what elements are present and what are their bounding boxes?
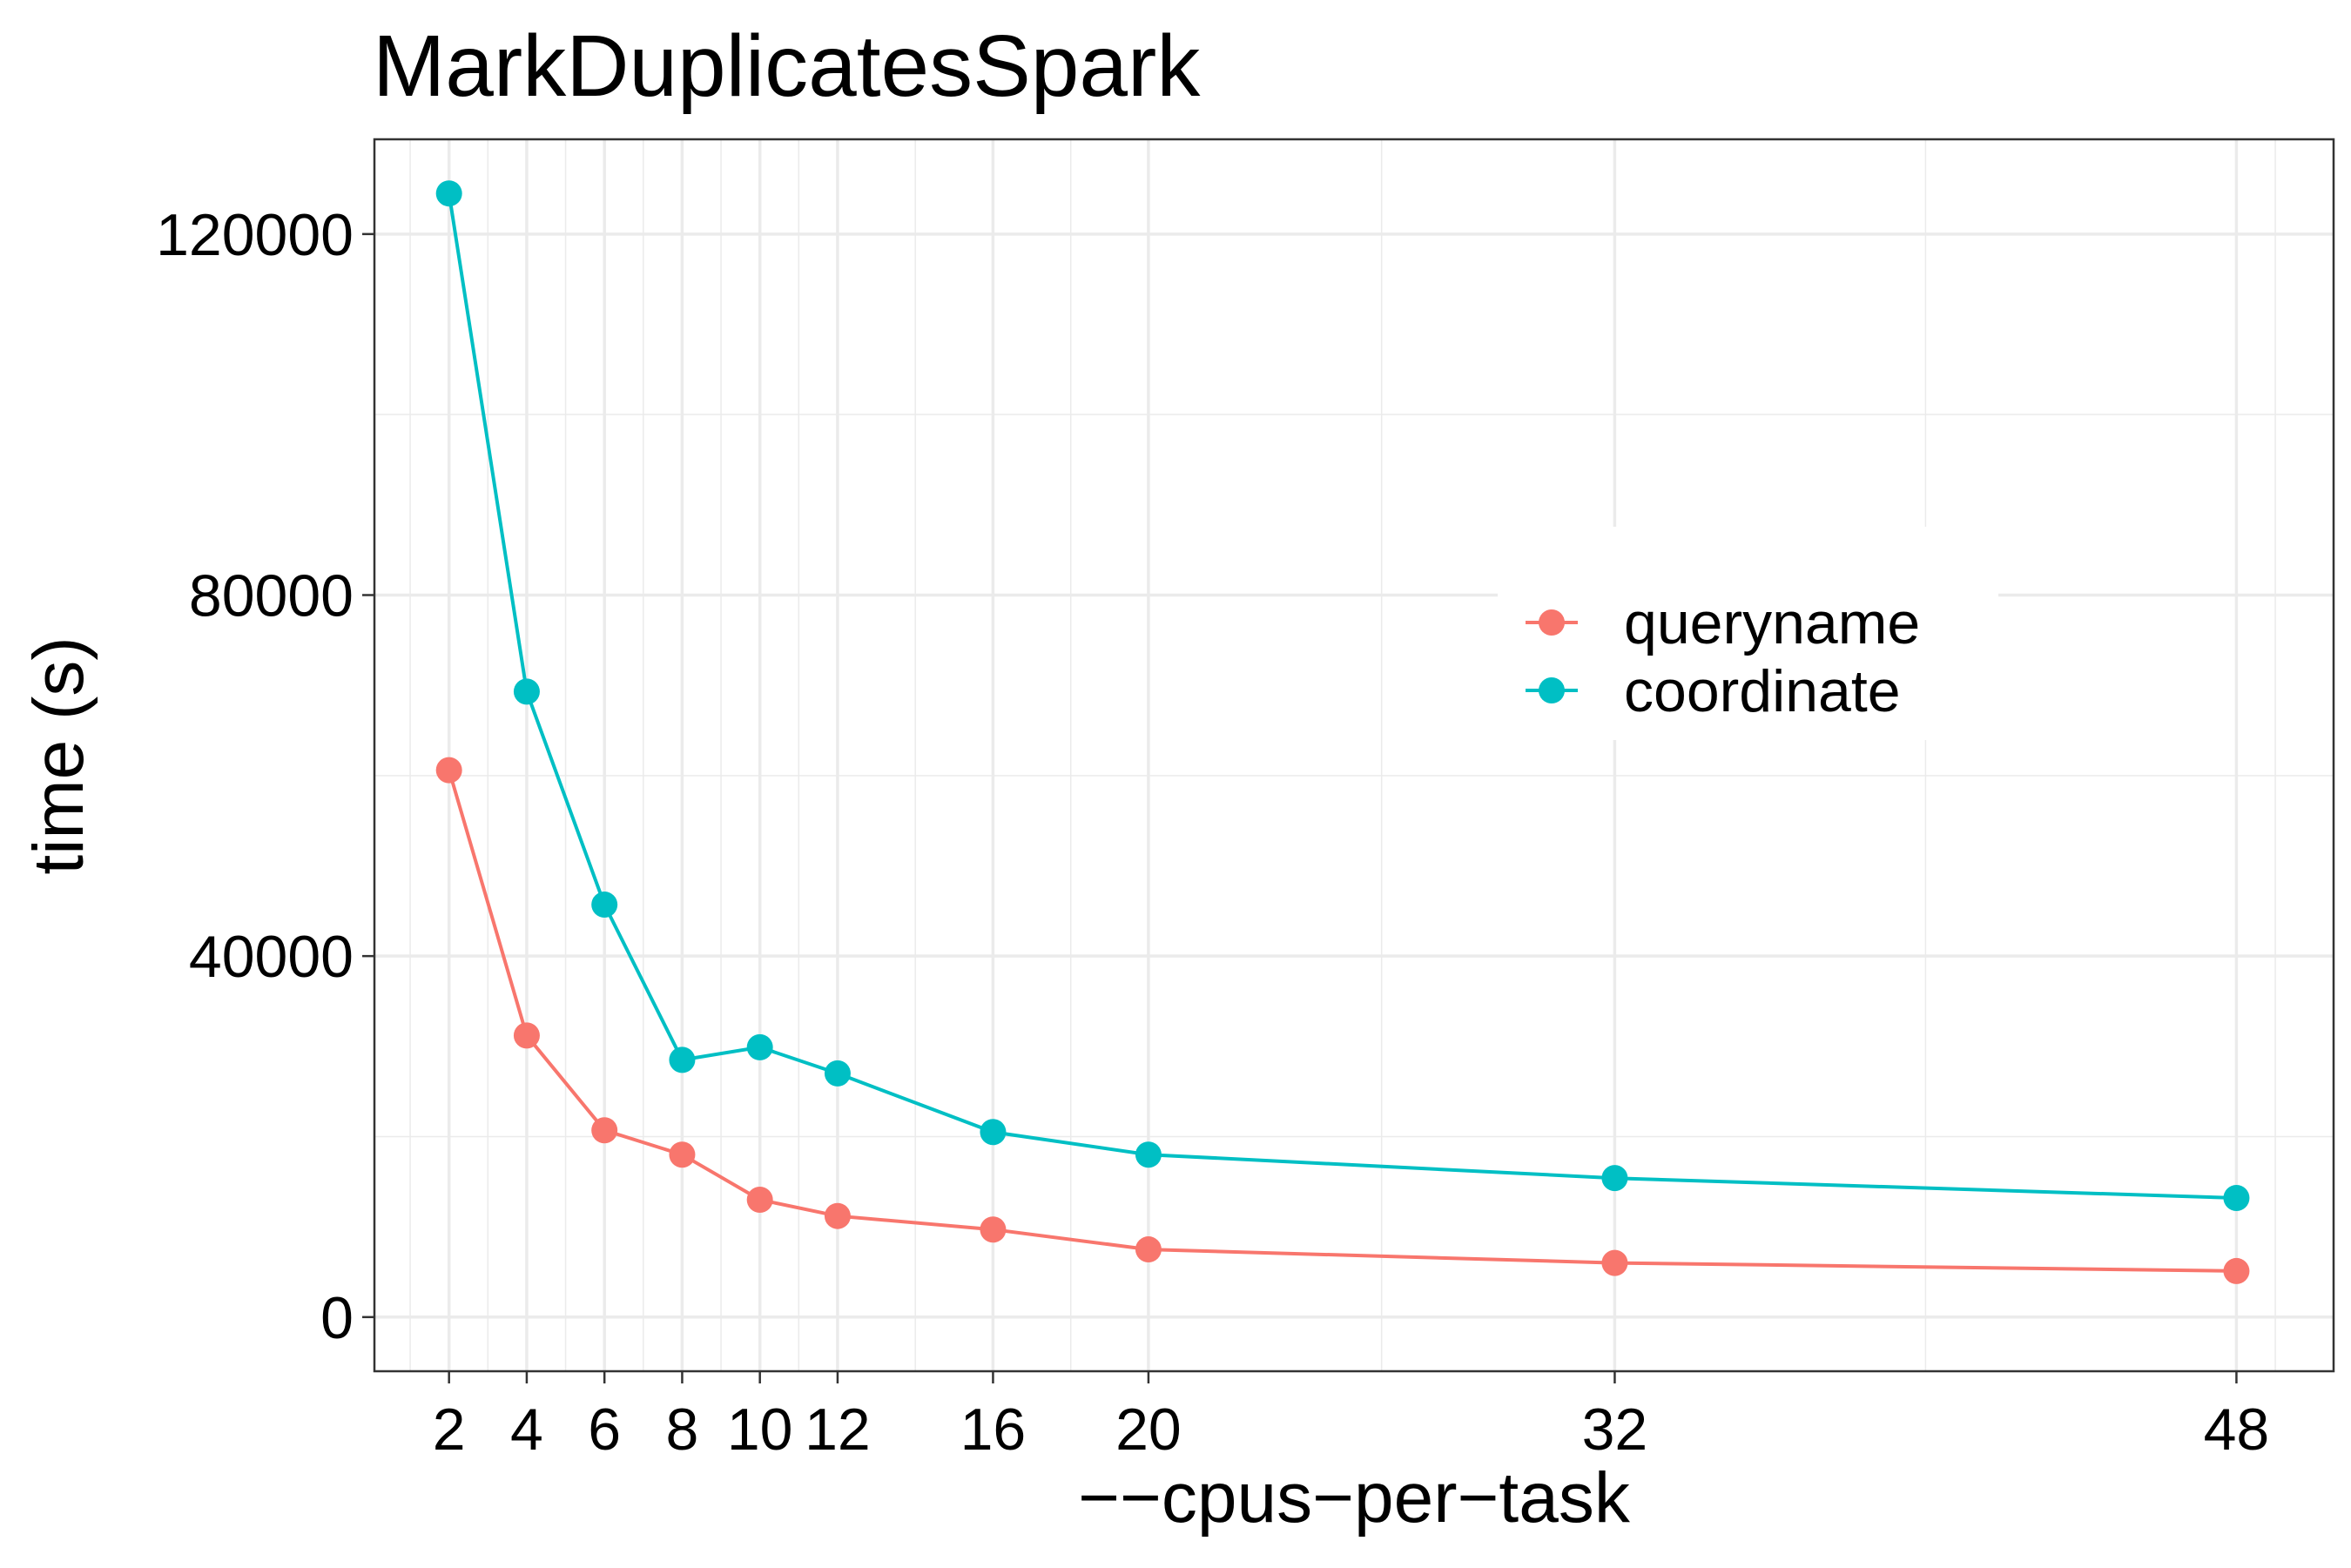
x-tick-label: 48	[2204, 1396, 2270, 1463]
chart-title: MarkDuplicatesSpark	[373, 17, 1201, 115]
data-point-queryname	[513, 1022, 540, 1049]
data-point-queryname	[669, 1141, 696, 1168]
x-axis-title: −−cpus−per−task	[1078, 1458, 1631, 1538]
plot-border	[373, 138, 2335, 1373]
y-axis-title: time (s)	[19, 636, 98, 874]
data-point-queryname	[435, 757, 462, 784]
x-tick-label: 10	[727, 1396, 793, 1463]
data-point-coordinate	[824, 1060, 851, 1087]
series-line-coordinate	[447, 192, 2237, 1200]
data-point-queryname	[746, 1187, 773, 1214]
legend-background	[1498, 527, 1998, 740]
data-point-coordinate	[435, 180, 462, 207]
y-tick-label: 40000	[189, 924, 354, 990]
y-tick-label: 0	[320, 1285, 354, 1351]
x-tick-label: 2	[433, 1396, 466, 1463]
data-point-queryname	[1135, 1236, 1162, 1263]
data-point-queryname	[591, 1117, 618, 1144]
legend-key-point	[1539, 677, 1565, 703]
data-point-queryname	[980, 1216, 1007, 1243]
y-axis: 0 40000 80000 120000	[156, 202, 374, 1351]
x-tick-label: 20	[1115, 1396, 1182, 1463]
data-point-coordinate	[1135, 1141, 1162, 1168]
data-point-queryname	[824, 1202, 851, 1229]
y-tick-label: 120000	[156, 202, 354, 268]
x-axis: 2 4 6 8 10 12 16 20 32 48	[433, 1371, 2269, 1463]
x-tick-label: 32	[1582, 1396, 1648, 1463]
series-layer	[435, 180, 2250, 1284]
data-point-coordinate	[1601, 1165, 1628, 1192]
data-point-queryname	[1601, 1249, 1628, 1276]
data-point-coordinate	[746, 1033, 773, 1060]
y-tick-label: 80000	[189, 562, 354, 629]
x-tick-label: 16	[960, 1396, 1027, 1463]
x-tick-label: 4	[510, 1396, 543, 1463]
legend-label-coordinate: coordinate	[1624, 658, 1901, 724]
data-point-coordinate	[591, 892, 618, 919]
legend-key-point	[1539, 609, 1565, 636]
x-tick-label: 12	[805, 1396, 871, 1463]
data-point-coordinate	[669, 1046, 696, 1073]
data-point-coordinate	[980, 1119, 1007, 1146]
legend-label-queryname: queryname	[1624, 590, 1920, 656]
data-point-coordinate	[2223, 1184, 2250, 1211]
data-point-queryname	[2223, 1257, 2250, 1284]
x-tick-label: 8	[666, 1396, 699, 1463]
data-point-coordinate	[513, 678, 540, 705]
plot-background	[374, 139, 2334, 1371]
x-tick-label: 6	[588, 1396, 621, 1463]
minor-gridlines	[374, 139, 2334, 1371]
series-line-queryname	[447, 770, 2237, 1273]
